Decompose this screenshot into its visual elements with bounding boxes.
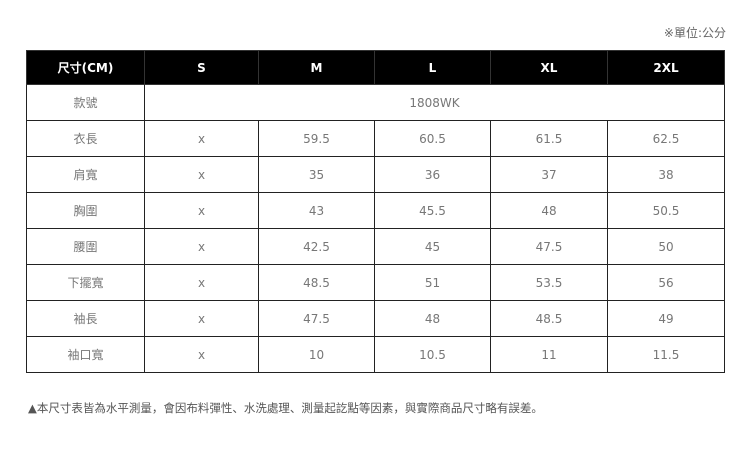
row-label: 下擺寬: [26, 264, 145, 301]
row-label: 衣長: [26, 120, 145, 157]
table-cell: x: [144, 264, 259, 301]
table-cell: 10: [258, 336, 375, 373]
table-cell: 61.5: [490, 120, 608, 157]
table-cell: x: [144, 300, 259, 337]
table-cell: 59.5: [258, 120, 375, 157]
column-header: XL: [490, 50, 608, 85]
table-cell: 36: [374, 156, 491, 193]
table-cell: 48.5: [258, 264, 375, 301]
column-header: 2XL: [607, 50, 725, 85]
table-cell: 49: [607, 300, 725, 337]
row-label: 肩寬: [26, 156, 145, 193]
row-label: 袖長: [26, 300, 145, 337]
table-cell: 48: [490, 192, 608, 229]
table-cell: 56: [607, 264, 725, 301]
table-cell: 51: [374, 264, 491, 301]
table-cell: x: [144, 192, 259, 229]
column-header: M: [258, 50, 375, 85]
table-cell: x: [144, 156, 259, 193]
column-header: 尺寸(CM): [26, 50, 145, 85]
table-cell: 45: [374, 228, 491, 265]
table-cell: 47.5: [258, 300, 375, 337]
footnote: ▲本尺寸表皆為水平測量，會因布料彈性、水洗處理、測量起訖點等因素，與實際商品尺寸…: [28, 401, 543, 415]
table-cell: x: [144, 228, 259, 265]
table-cell: x: [144, 336, 259, 373]
table-cell: 11: [490, 336, 608, 373]
table-cell: x: [144, 120, 259, 157]
table-row: 胸圍 x 43 45.5 48 50.5: [26, 192, 725, 229]
row-label: 腰圍: [26, 228, 145, 265]
table-cell: 10.5: [374, 336, 491, 373]
row-label: 袖口寬: [26, 336, 145, 373]
table-cell: 45.5: [374, 192, 491, 229]
size-chart-table: 尺寸(CM) S M L XL 2XL 款號 1808WK 衣長 x 59.5 60.5 61.5…: [26, 50, 725, 373]
table-row: 袖口寬 x 10 10.5 11 11.5: [26, 336, 725, 373]
table-row: 衣長 x 59.5 60.5 61.5 62.5: [26, 120, 725, 157]
table-row: 肩寬 x 35 36 37 38: [26, 156, 725, 193]
table-cell: 60.5: [374, 120, 491, 157]
column-header: S: [144, 50, 259, 85]
table-row: 腰圍 x 42.5 45 47.5 50: [26, 228, 725, 265]
table-cell: 50: [607, 228, 725, 265]
row-label: 款號: [26, 84, 145, 121]
row-label: 胸圍: [26, 192, 145, 229]
table-row: 下擺寬 x 48.5 51 53.5 56: [26, 264, 725, 301]
table-cell: 38: [607, 156, 725, 193]
table-cell: 53.5: [490, 264, 608, 301]
table-cell: 11.5: [607, 336, 725, 373]
table-cell: 37: [490, 156, 608, 193]
table-cell: 48: [374, 300, 491, 337]
table-row: 款號 1808WK: [26, 84, 725, 121]
table-cell: 50.5: [607, 192, 725, 229]
table-cell: 47.5: [490, 228, 608, 265]
table-cell: 62.5: [607, 120, 725, 157]
table-cell: 35: [258, 156, 375, 193]
unit-note: ※單位:公分: [663, 26, 726, 40]
table-row: 袖長 x 47.5 48 48.5 49: [26, 300, 725, 337]
style-number: 1808WK: [144, 84, 725, 121]
table-cell: 48.5: [490, 300, 608, 337]
header-row: 尺寸(CM) S M L XL 2XL: [26, 50, 725, 85]
table-cell: 42.5: [258, 228, 375, 265]
column-header: L: [374, 50, 491, 85]
table-cell: 43: [258, 192, 375, 229]
